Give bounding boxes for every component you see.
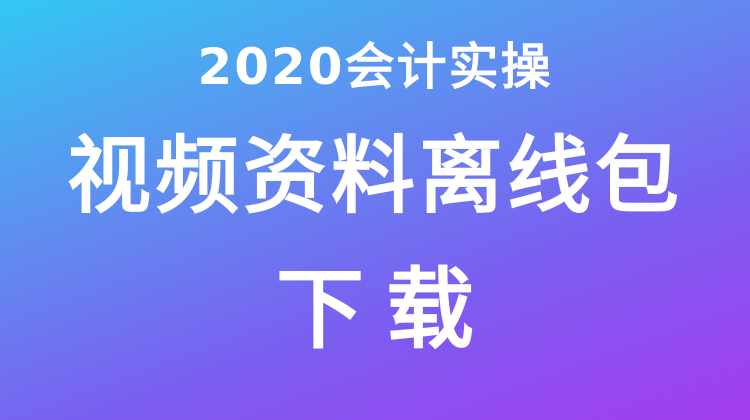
banner-download-text: 下载 [275, 258, 496, 361]
banner-title: 视频资料离线包 [66, 127, 683, 225]
banner-subtitle: 2020会计实操 [197, 38, 553, 96]
